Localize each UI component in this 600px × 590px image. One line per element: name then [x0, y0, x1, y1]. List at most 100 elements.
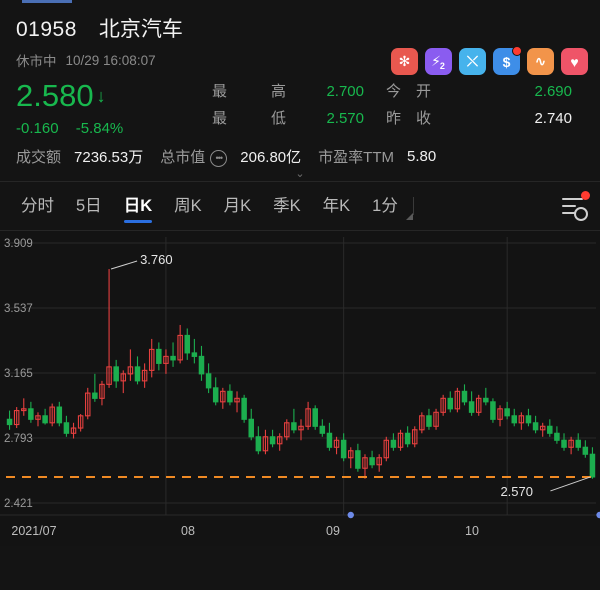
down-arrow-icon: ↓: [96, 85, 106, 106]
candle-body: [170, 355, 176, 360]
candle-body: [177, 334, 183, 360]
tab-日K[interactable]: 日K: [113, 182, 163, 230]
candle-body: [383, 439, 390, 458]
y-axis-tick-label: 2.793: [4, 433, 33, 445]
candlestick-bar: [340, 432, 347, 461]
candle-body: [483, 397, 489, 402]
candle-body: [348, 449, 354, 458]
candle-body: [589, 453, 596, 478]
candlestick-bar: [411, 425, 418, 447]
quote-stat-row: 最高 2.700 今 开 2.690: [212, 80, 584, 107]
candle-body: [419, 414, 425, 430]
lightning-icon[interactable]: ⚡ 2: [425, 48, 452, 75]
axis-event-marker[interactable]: [347, 511, 354, 518]
candlestick-bar: [547, 418, 553, 437]
tab-分时[interactable]: 分时: [21, 196, 54, 215]
candle-body: [362, 456, 368, 469]
tab-月K[interactable]: 月K: [223, 196, 252, 215]
candlestick-bar: [490, 397, 496, 423]
candle-body: [461, 390, 468, 402]
candlestick-bar: [99, 380, 105, 405]
stock-title-row: 01958 北京汽车: [16, 13, 584, 43]
expand-stats-chevron-icon[interactable]: ⌄: [295, 167, 305, 180]
candle-body: [205, 372, 212, 388]
badge-glyph: ∿: [534, 53, 547, 69]
candlestick-bar: [504, 401, 510, 419]
candlestick-bar: [77, 413, 84, 432]
x-axis-tick-label: 2021/07: [11, 524, 56, 538]
candlestick-bar: [468, 390, 475, 416]
bauhinia-icon[interactable]: ✻: [391, 48, 418, 75]
candle-body: [404, 432, 411, 444]
axis-event-marker[interactable]: [596, 511, 600, 518]
top-progress-bar: [0, 0, 600, 3]
chart-svg[interactable]: 3.909 3.537 3.165 2.793 2.421 3.760 2.570 2021/…: [0, 231, 600, 546]
candlestick-bar: [454, 387, 461, 412]
price-block: 2.580 ↓ -0.160 -5.84%: [16, 79, 212, 137]
quote-timestamp: 10/29 16:08:07: [65, 52, 156, 68]
settings-line-3: [562, 211, 579, 215]
candle-body: [184, 334, 191, 354]
candle-body: [113, 365, 119, 381]
candlestick-bar: [241, 394, 247, 423]
y-axis-tick-label: 3.909: [4, 238, 33, 250]
chart-settings-button[interactable]: [562, 190, 590, 221]
info-icon[interactable]: •••: [210, 149, 228, 167]
candlestick-bar: [49, 403, 55, 426]
trend-icon[interactable]: ∿: [527, 48, 554, 75]
candle-body: [298, 425, 304, 430]
tab-年K[interactable]: 年K: [322, 196, 351, 215]
y-axis-tick-label: 2.421: [4, 498, 33, 510]
candlestick-bar: [326, 422, 333, 451]
quote-label-left: 最高: [212, 80, 286, 101]
market-cap-label: 总市值: [160, 148, 206, 166]
candle-body: [390, 439, 397, 448]
dollar-icon[interactable]: $: [493, 46, 522, 75]
candlestick-bar: [35, 411, 41, 426]
tab-1分[interactable]: 1分: [361, 182, 413, 230]
candlestick-bar: [333, 436, 340, 454]
candle-body: [70, 427, 77, 434]
turnover-label: 成交额: [16, 148, 62, 166]
candlestick-bar: [184, 327, 191, 360]
candle-body: [262, 435, 269, 451]
candlestick-bar: [134, 355, 141, 384]
candlestick-bar: [255, 425, 262, 454]
heart-icon[interactable]: ♥: [561, 48, 588, 75]
candle-body: [369, 456, 375, 465]
candlestick-bar: [291, 408, 297, 433]
badge-glyph: $: [502, 53, 511, 70]
badge-glyph: ♥: [570, 53, 579, 70]
candlestick-chart[interactable]: 3.909 3.537 3.165 2.793 2.421 3.760 2.570 2021/…: [0, 230, 600, 546]
shuffle-icon[interactable]: ⤬: [459, 48, 486, 75]
y-axis-tick-label: 3.165: [4, 368, 33, 380]
change-percent: -5.84%: [75, 119, 124, 137]
badge-glyph: ⚡: [431, 53, 441, 69]
tab-周K[interactable]: 周K: [174, 196, 202, 215]
candle-body: [134, 365, 141, 381]
tab-5日[interactable]: 5日: [76, 196, 102, 215]
candlestick-bar: [262, 429, 269, 454]
tab-季K[interactable]: 季K: [273, 196, 301, 215]
stats-row: 成交额 7236.53万 总市值 ••• 206.80亿 市盈率TTM 5.80: [0, 137, 600, 167]
candle-body: [21, 407, 27, 411]
quote-value-right: 2.690: [534, 83, 572, 100]
candle-body: [163, 355, 169, 364]
candlestick-bar: [248, 408, 254, 440]
candle-body: [276, 435, 283, 444]
turnover-value: 7236.53万: [74, 148, 144, 166]
candle-body: [525, 414, 532, 423]
change-row: -0.160 -5.84%: [16, 120, 212, 137]
candlestick-bar: [113, 359, 119, 388]
market-cap-value: 206.80亿: [240, 148, 302, 166]
annotation-high-label: 3.760: [140, 252, 173, 267]
tab-separator: [412, 196, 414, 215]
candle-body: [554, 432, 560, 441]
candlestick-bar: [212, 376, 219, 405]
candlestick-bar: [532, 415, 539, 433]
candle-body: [49, 406, 55, 423]
candlestick-bar: [525, 408, 532, 426]
candlestick-bar: [319, 418, 326, 437]
candlestick-bar: [177, 324, 183, 363]
